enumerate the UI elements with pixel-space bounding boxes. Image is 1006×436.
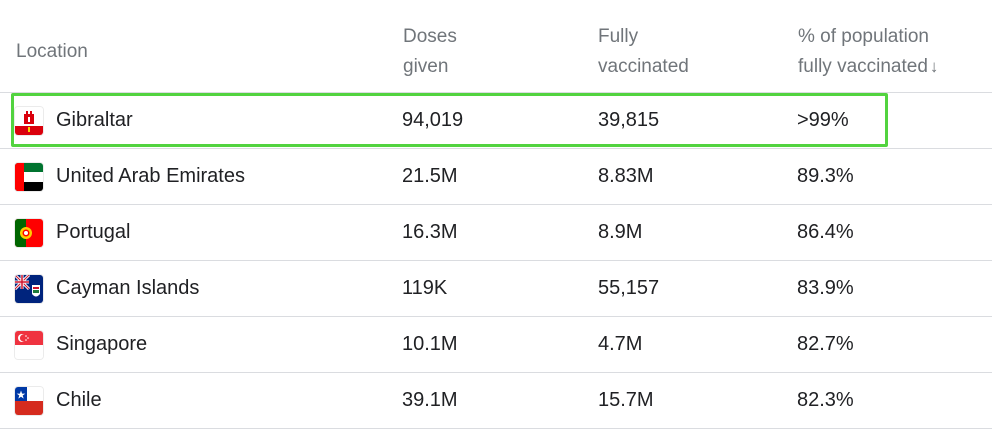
column-header-doses-line1: Doses [403,26,457,47]
column-header-fully-vaccinated[interactable]: Fully vaccinated [598,22,689,82]
fully-vaccinated-value: 8.83M [598,165,654,187]
table-row[interactable]: Cayman Islands 119K 55,157 83.9% [0,261,992,317]
arrow-down-icon[interactable]: ↓ [929,57,939,76]
fully-vaccinated-value: 39,815 [598,109,660,131]
doses-given-value: 119K [402,277,448,299]
doses-given-value: 39.1M [402,389,458,411]
percent-fully-vaccinated-value: 82.3% [797,389,854,411]
percent-fully-vaccinated-value: 83.9% [797,277,854,299]
table-row[interactable]: Singapore 10.1M 4.7M 82.7% [0,317,992,373]
column-header-doses-given[interactable]: Doses given [403,22,457,82]
fully-vaccinated-value: 55,157 [598,277,660,299]
column-header-fully-line1: Fully [598,26,639,47]
location-name: Portugal [56,221,131,243]
table-row[interactable]: Chile 39.1M 15.7M 82.3% [0,373,992,429]
location-name: Cayman Islands [56,277,200,299]
singapore-flag-icon [15,331,43,359]
location-name: Singapore [56,333,148,355]
percent-fully-vaccinated-value: 89.3% [797,165,854,187]
column-header-doses-line2: given [403,56,449,77]
doses-given-value: 94,019 [402,109,464,131]
column-header-percent-fully-vaccinated[interactable]: % of population fully vaccinated ↓ [798,22,938,82]
vaccination-table: Location Doses given Fully vaccinated % … [0,0,992,429]
location-name: Gibraltar [56,109,133,131]
doses-given-value: 10.1M [402,333,458,355]
location-name: Chile [56,389,102,411]
table-row[interactable]: Gibraltar 94,019 39,815 >99% [0,93,992,149]
location-name: United Arab Emirates [56,165,245,187]
table-header: Location Doses given Fully vaccinated % … [0,0,992,93]
column-header-location[interactable]: Location [16,37,88,67]
table-row[interactable]: Portugal 16.3M 8.9M 86.4% [0,205,992,261]
doses-given-value: 21.5M [402,165,458,187]
percent-fully-vaccinated-value: 86.4% [797,221,854,243]
gibraltar-flag-icon [15,107,43,135]
table-row[interactable]: United Arab Emirates 21.5M 8.83M 89.3% [0,149,992,205]
column-header-pct-line2: fully vaccinated [798,56,928,77]
column-header-pct-line1: % of population [798,26,929,47]
chile-flag-icon [15,387,43,415]
column-header-location-label: Location [16,41,88,62]
percent-fully-vaccinated-value: 82.7% [797,333,854,355]
fully-vaccinated-value: 8.9M [598,221,643,243]
doses-given-value: 16.3M [402,221,458,243]
column-header-fully-line2: vaccinated [598,56,689,77]
percent-fully-vaccinated-value: >99% [797,109,849,131]
portugal-flag-icon [15,219,43,247]
cayman-islands-flag-icon [15,275,43,303]
fully-vaccinated-value: 15.7M [598,389,654,411]
fully-vaccinated-value: 4.7M [598,333,643,355]
uae-flag-icon [15,163,43,191]
